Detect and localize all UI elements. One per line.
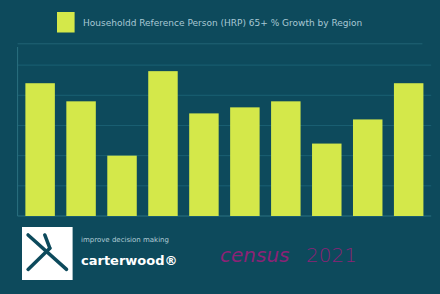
- bar: [353, 119, 382, 216]
- bar: [148, 71, 177, 216]
- separator-line: [18, 43, 423, 44]
- bar: [189, 113, 218, 216]
- bar: [271, 101, 300, 216]
- grid-line: [18, 65, 432, 66]
- background: [0, 0, 440, 294]
- logo-stroke: [45, 235, 50, 248]
- bar: [66, 101, 95, 216]
- legend-label: Householdd Reference Person (HRP) 65+ % …: [83, 18, 362, 28]
- bar: [312, 144, 341, 216]
- chart-root: Householdd Reference Person (HRP) 65+ % …: [0, 0, 440, 294]
- census-year: 2021: [306, 243, 357, 267]
- logo-stroke: [28, 248, 50, 269]
- census-label: census: [220, 243, 290, 267]
- bars: [25, 71, 423, 216]
- brand-name: carterwood®: [81, 253, 178, 268]
- legend-swatch: [57, 12, 75, 33]
- y-axis-line: [17, 47, 18, 216]
- logo-stroke: [28, 235, 66, 269]
- bar: [394, 83, 423, 216]
- logo-box: [22, 227, 73, 280]
- bar: [230, 107, 259, 216]
- grid-line: [18, 95, 432, 96]
- tagline: improve decision making: [81, 236, 169, 244]
- bar: [25, 83, 54, 216]
- bar: [107, 156, 136, 216]
